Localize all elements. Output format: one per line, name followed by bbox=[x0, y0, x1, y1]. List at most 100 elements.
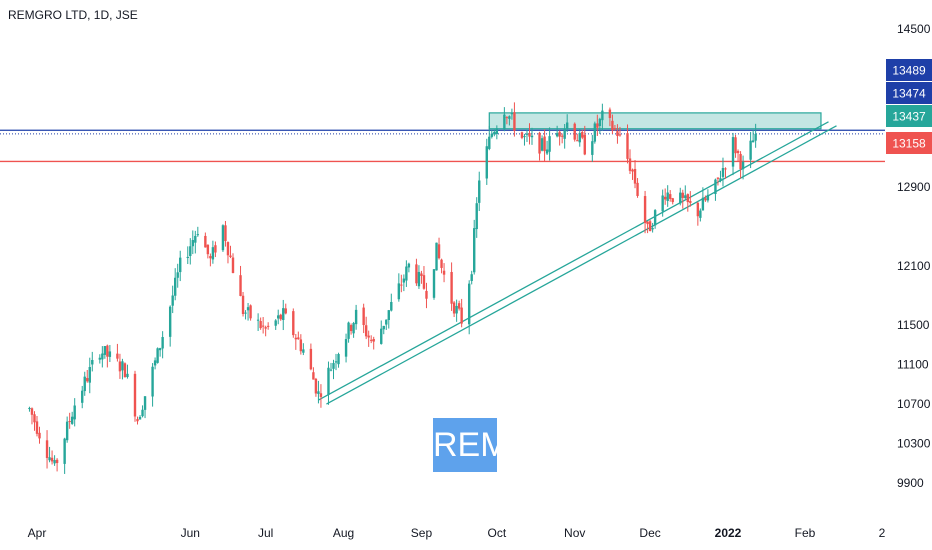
price-axis[interactable]: 14500 12900 12100 11500 11100 10700 10300 9900 bbox=[897, 22, 931, 490]
time-tick-label: Nov bbox=[564, 526, 585, 540]
candle-body bbox=[364, 325, 368, 337]
symbol-watermark: REM bbox=[433, 418, 509, 472]
candle-body bbox=[334, 361, 338, 363]
candle-body bbox=[277, 315, 280, 319]
candle-body bbox=[91, 359, 94, 365]
candle-body bbox=[186, 256, 189, 259]
price-label-badge bbox=[886, 105, 932, 127]
support-trendline bbox=[318, 121, 829, 401]
time-tick-label: Jun bbox=[181, 526, 200, 540]
candle-body bbox=[739, 153, 742, 170]
candle-body bbox=[101, 353, 104, 360]
candle-body bbox=[581, 131, 584, 138]
candle-body bbox=[344, 339, 348, 357]
candle-body bbox=[573, 123, 576, 140]
price-label-badge bbox=[886, 132, 932, 154]
candle-body bbox=[485, 146, 488, 179]
candle-body bbox=[475, 203, 478, 230]
candle-body bbox=[734, 137, 737, 154]
candle-body bbox=[671, 198, 674, 203]
price-tick-label: 11500 bbox=[897, 318, 930, 332]
candle-body bbox=[108, 351, 112, 357]
time-axis[interactable]: Apr Jun Jul Aug Sep Oct Nov Dec 2022 Feb 2 bbox=[28, 526, 886, 540]
candle-body bbox=[538, 132, 541, 154]
price-label-text: 13437 bbox=[892, 110, 926, 124]
candle-body bbox=[45, 440, 49, 458]
candle-body bbox=[116, 353, 119, 359]
time-tick-label: Jul bbox=[258, 526, 273, 540]
candle-body bbox=[450, 272, 453, 304]
candle-body bbox=[294, 337, 298, 340]
candle-body bbox=[256, 319, 260, 321]
candle-body bbox=[420, 273, 423, 276]
candle-body bbox=[206, 244, 210, 255]
price-label-text: 13489 bbox=[892, 64, 926, 78]
candle-body bbox=[741, 161, 745, 170]
candle-body bbox=[470, 274, 473, 281]
candle-body bbox=[704, 198, 707, 201]
candle-body bbox=[241, 295, 245, 314]
price-label-badge bbox=[886, 59, 932, 81]
candle-body bbox=[369, 339, 373, 341]
candle-body bbox=[505, 117, 509, 119]
price-tick-label: 10700 bbox=[897, 397, 931, 411]
candle-body bbox=[297, 337, 300, 340]
candle-body bbox=[618, 134, 622, 136]
candle-body bbox=[689, 201, 692, 203]
candle-body bbox=[488, 136, 491, 149]
candle-body bbox=[513, 112, 516, 131]
candle-body bbox=[337, 354, 340, 365]
candle-body bbox=[83, 376, 86, 392]
candle-body bbox=[151, 366, 154, 397]
candle-body bbox=[65, 421, 69, 441]
time-tick-label: 2 bbox=[879, 526, 886, 540]
candle-body bbox=[493, 131, 496, 135]
candle-body bbox=[661, 195, 664, 212]
candle-body bbox=[631, 169, 634, 172]
candle-body bbox=[126, 373, 129, 378]
candle-body bbox=[578, 132, 581, 143]
candle-body bbox=[380, 328, 383, 344]
candle-body bbox=[467, 283, 471, 325]
candle-body bbox=[495, 128, 499, 134]
candle-body bbox=[510, 113, 514, 115]
time-tick-label: Aug bbox=[333, 526, 354, 540]
candle-body bbox=[593, 123, 597, 142]
time-tick-label: Feb bbox=[795, 526, 816, 540]
candle-body bbox=[432, 269, 436, 298]
candle-body bbox=[259, 321, 262, 329]
candle-body bbox=[523, 136, 526, 138]
candle-body bbox=[751, 140, 755, 143]
candle-body bbox=[136, 419, 139, 422]
candle-body bbox=[684, 195, 687, 199]
candle-body bbox=[415, 264, 418, 284]
candle-body bbox=[309, 348, 313, 370]
price-label-text: 13158 bbox=[892, 137, 926, 151]
candle-body bbox=[249, 305, 252, 319]
candle-body bbox=[417, 271, 421, 287]
candle-body bbox=[347, 322, 350, 339]
candle-body bbox=[686, 194, 689, 203]
price-tick-label: 14500 bbox=[897, 22, 931, 36]
chart-title: REMGRO LTD, 1D, JSE bbox=[8, 8, 138, 22]
candle-body bbox=[179, 257, 182, 273]
support-trendline-parallel bbox=[326, 125, 837, 405]
candle-body bbox=[648, 221, 652, 232]
time-tick-label: Oct bbox=[487, 526, 506, 540]
candle-body bbox=[158, 348, 162, 351]
candle-body bbox=[211, 247, 215, 260]
candle-body bbox=[171, 295, 174, 306]
price-tick-label: 10300 bbox=[897, 437, 931, 451]
candle-body bbox=[189, 246, 192, 257]
candle-body bbox=[543, 136, 546, 152]
candle-body bbox=[204, 235, 207, 248]
price-tick-label: 11100 bbox=[897, 358, 929, 372]
candle-body bbox=[681, 192, 684, 198]
candle-body bbox=[174, 277, 177, 296]
candle-body bbox=[354, 309, 358, 325]
candle-body bbox=[118, 361, 122, 372]
price-tick-label: 12900 bbox=[897, 180, 931, 194]
candle-body bbox=[397, 283, 401, 300]
price-labels-layer: 13489 13474 13437 13158 bbox=[886, 59, 932, 154]
